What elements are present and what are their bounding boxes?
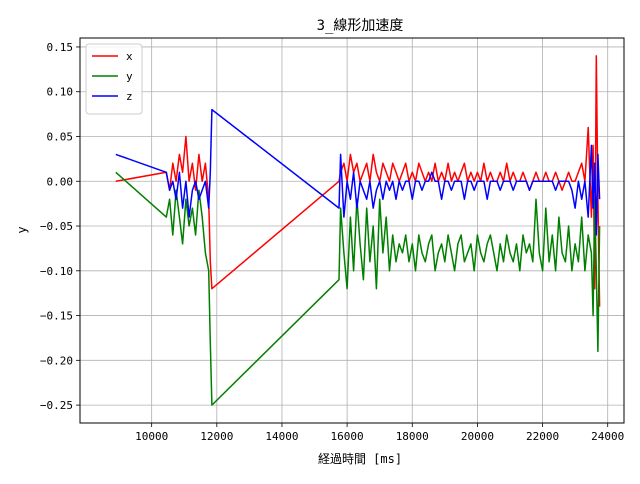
- x-tick-label: 16000: [331, 430, 364, 443]
- y-tick-label: 0.15: [47, 41, 74, 54]
- grid: [80, 38, 624, 423]
- y-tick-label: −0.25: [40, 399, 73, 412]
- y-axis: 0.15 0.10 0.05 0.00 −0.05 −0.10 −0.15 −0.20 −0.2…: [40, 41, 80, 412]
- legend: xyz: [85, 43, 143, 115]
- axes-frame: [79, 37, 625, 424]
- x-tick-label: 20000: [461, 430, 494, 443]
- x-tick-label: 18000: [396, 430, 429, 443]
- y-tick-label: 0.00: [47, 175, 74, 188]
- x-tick-label: 12000: [200, 430, 233, 443]
- series-line-y: [115, 171, 601, 406]
- x-tick-label: 10000: [135, 430, 168, 443]
- x-axis: 10000 12000 14000 16000 18000 20000 22000 24000: [135, 423, 624, 443]
- legend-label-y: y: [126, 70, 133, 83]
- y-tick-label: 0.05: [47, 130, 74, 143]
- y-tick-label: 0.10: [47, 86, 74, 99]
- legend-label-z: z: [126, 90, 133, 103]
- y-tick-label: −0.05: [40, 220, 73, 233]
- y-tick-label: −0.15: [40, 310, 73, 323]
- x-axis-label: 経過時間 [ms]: [318, 452, 402, 466]
- legend-label-x: x: [126, 50, 133, 63]
- x-tick-label: 24000: [591, 430, 624, 443]
- x-tick-label: 22000: [526, 430, 559, 443]
- y-tick-label: −0.10: [40, 265, 73, 278]
- x-tick-label: 14000: [265, 430, 298, 443]
- y-axis-label: y: [15, 226, 29, 233]
- legend-box: [85, 43, 143, 115]
- plot-area: [115, 55, 601, 406]
- y-tick-label: −0.20: [40, 354, 73, 367]
- chart-title: 3_線形加速度: [317, 18, 404, 34]
- series-line-z: [115, 108, 601, 236]
